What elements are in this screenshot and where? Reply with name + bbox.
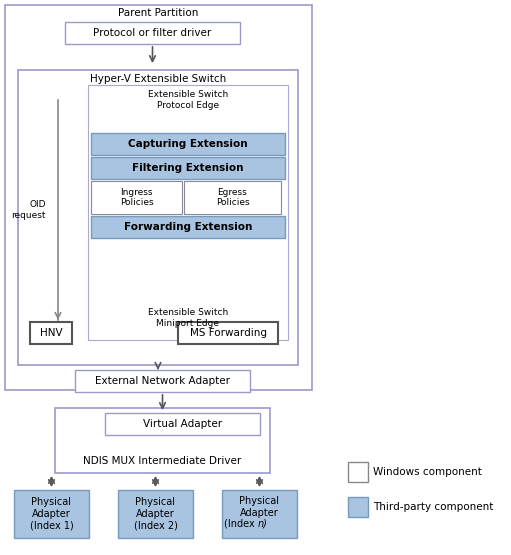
Text: OID
request: OID request <box>12 200 46 220</box>
Text: External Network Adapter: External Network Adapter <box>95 376 230 386</box>
Text: Virtual Adapter: Virtual Adapter <box>143 419 222 429</box>
Text: Physical
Adapter
(Index 1): Physical Adapter (Index 1) <box>30 497 74 531</box>
Text: Protocol or filter driver: Protocol or filter driver <box>94 28 212 38</box>
Text: Physical
Adapter
(Index 2): Physical Adapter (Index 2) <box>133 497 177 531</box>
Bar <box>75 370 250 392</box>
Text: Physical
Adapter: Physical Adapter <box>240 496 280 518</box>
Text: HNV: HNV <box>40 328 62 338</box>
Bar <box>5 5 312 390</box>
Text: Forwarding Extension: Forwarding Extension <box>124 222 252 232</box>
Bar <box>348 462 368 482</box>
Text: NDIS MUX Intermediate Driver: NDIS MUX Intermediate Driver <box>83 456 242 466</box>
Bar <box>105 413 260 435</box>
Bar <box>184 181 281 214</box>
Text: Third-party component: Third-party component <box>373 502 494 512</box>
Bar <box>55 408 270 473</box>
Bar <box>30 322 72 344</box>
Bar <box>65 22 240 44</box>
Text: Capturing Extension: Capturing Extension <box>128 139 248 149</box>
Text: Extensible Switch
Miniport Edge: Extensible Switch Miniport Edge <box>148 308 228 327</box>
Bar <box>91 181 182 214</box>
Bar <box>14 490 89 538</box>
Bar <box>91 157 285 179</box>
Bar <box>222 490 297 538</box>
Bar <box>348 497 368 517</box>
Text: Hyper-V Extensible Switch: Hyper-V Extensible Switch <box>90 74 226 84</box>
Text: n): n) <box>258 519 267 529</box>
Bar <box>91 133 285 155</box>
Text: Extensible Switch
Protocol Edge: Extensible Switch Protocol Edge <box>148 90 228 110</box>
Text: Windows component: Windows component <box>373 467 482 477</box>
Bar <box>118 490 193 538</box>
Text: (Index: (Index <box>224 519 258 529</box>
Bar <box>91 216 285 238</box>
Text: Ingress
Policies: Ingress Policies <box>120 188 153 207</box>
Text: Filtering Extension: Filtering Extension <box>132 163 244 173</box>
Text: MS Forwarding: MS Forwarding <box>190 328 267 338</box>
Text: Parent Partition: Parent Partition <box>119 8 199 18</box>
Bar <box>178 322 278 344</box>
Text: Egress
Policies: Egress Policies <box>216 188 249 207</box>
Bar <box>18 70 298 365</box>
Bar <box>88 85 288 340</box>
